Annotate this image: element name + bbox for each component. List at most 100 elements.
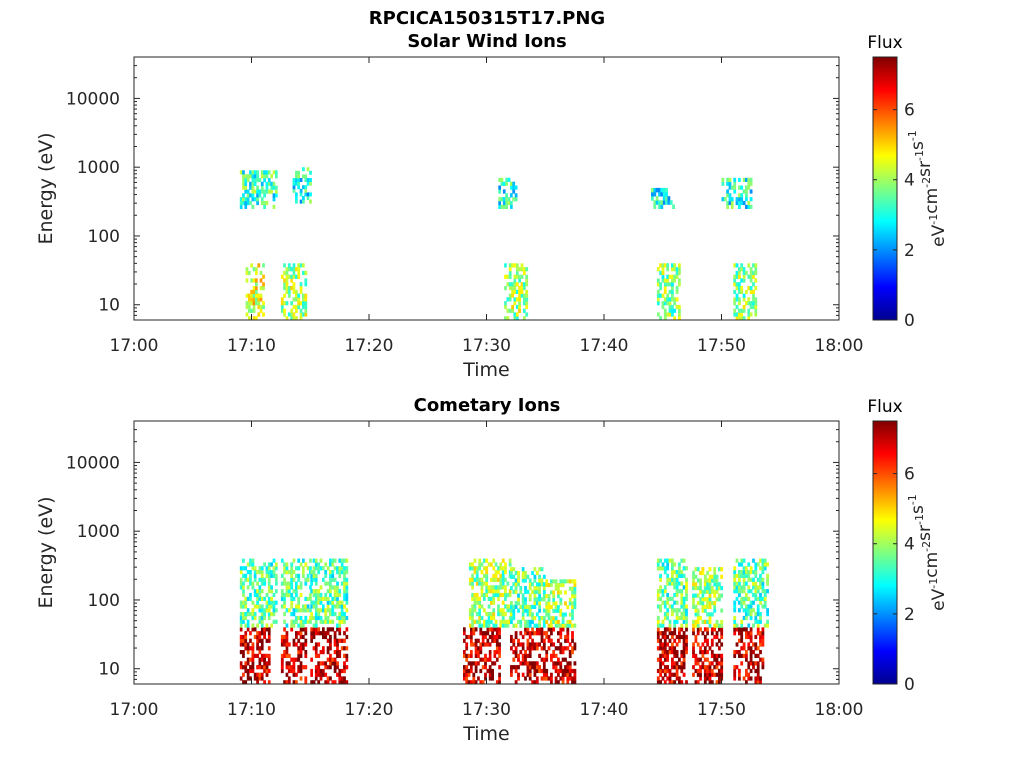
flux-cell [326, 665, 330, 670]
flux-cell [733, 301, 737, 306]
flux-cell [251, 562, 255, 567]
flux-cell [343, 596, 346, 601]
flux-cell [568, 601, 572, 606]
flux-cell [749, 600, 753, 605]
flux-cell [542, 672, 546, 677]
flux-cell [497, 577, 500, 582]
flux-cell [506, 619, 510, 624]
flux-cell [735, 316, 739, 320]
flux-cell [766, 581, 769, 586]
flux-cell [260, 631, 264, 636]
flux-cell [675, 581, 679, 586]
flux-cell [312, 623, 316, 628]
flux-cell [499, 585, 503, 590]
flux-cell [713, 601, 717, 606]
flux-cell [510, 601, 513, 606]
flux-cell [663, 615, 667, 621]
flux-cell [253, 570, 257, 575]
flux-cell [526, 653, 530, 658]
flux-cell [512, 589, 516, 594]
flux-cell [302, 167, 305, 172]
flux-cell [490, 589, 493, 594]
flux-cell [263, 189, 266, 194]
flux-cell [671, 650, 674, 655]
flux-cell [515, 263, 519, 268]
flux-cell [331, 661, 335, 666]
flux-cell [345, 596, 349, 601]
flux-cell [512, 181, 516, 186]
flux-cell [671, 570, 674, 575]
flux-cell [673, 274, 677, 279]
flux-cell [474, 642, 478, 647]
flux-cell [564, 590, 567, 595]
flux-cell [265, 185, 269, 190]
flux-cell [685, 612, 688, 617]
flux-cell [283, 282, 286, 287]
flux-cell [533, 586, 537, 591]
flux-cell [285, 680, 289, 684]
flux-cell [518, 293, 521, 298]
panel-2: 17:00 17:10 17:20 17:30 17:40 17:50 18:0010100… [35, 397, 949, 745]
flux-cell [718, 638, 721, 643]
flux-cell [661, 668, 665, 674]
flux-cell [545, 605, 549, 610]
flux-cell [331, 619, 335, 624]
x-tick-label: 18:00 [815, 336, 864, 356]
flux-cell [242, 619, 245, 624]
flux-cell [525, 304, 529, 310]
flux-cell [239, 612, 243, 617]
flux-cell [699, 589, 702, 594]
flux-cell [299, 301, 303, 306]
flux-cell [485, 585, 489, 590]
flux-cell [501, 558, 505, 563]
flux-cell [740, 185, 744, 190]
flux-cell [251, 193, 255, 198]
flux-cell [283, 642, 286, 647]
flux-cell [528, 619, 532, 624]
flux-cell [314, 668, 318, 674]
flux-cell [239, 585, 243, 590]
flux-cell [283, 570, 286, 575]
flux-cell [471, 581, 474, 586]
flux-cell [283, 627, 286, 632]
flux-cell [673, 661, 677, 666]
flux-cell [260, 566, 264, 571]
flux-cell [706, 604, 709, 609]
flux-cell [508, 263, 512, 268]
flux-cell [756, 653, 760, 658]
flux-cell [519, 631, 523, 636]
flux-cell [324, 619, 328, 624]
flux-cell [540, 638, 544, 643]
flux-cell [685, 619, 688, 624]
flux-cell [262, 312, 265, 317]
flux-cell [295, 293, 298, 298]
flux-cell [696, 672, 700, 677]
flux-cell [656, 646, 660, 651]
flux-cell [312, 573, 316, 578]
flux-cell [345, 577, 349, 582]
flux-cell [287, 653, 291, 658]
flux-cell [478, 615, 481, 621]
flux-cell [673, 570, 677, 575]
flux-cell [720, 668, 724, 674]
flux-cell [475, 596, 479, 601]
flux-cell [302, 634, 305, 640]
flux-cell [470, 668, 473, 674]
flux-cell [694, 653, 698, 658]
flux-cell [242, 581, 245, 586]
flux-cell [528, 650, 532, 655]
flux-cell [571, 646, 574, 651]
flux-cell [248, 270, 251, 276]
flux-cell [668, 558, 672, 563]
flux-cell [671, 680, 674, 684]
flux-cell [749, 289, 753, 294]
flux-cell [475, 619, 479, 624]
flux-cell [720, 619, 724, 624]
flux-cell [475, 573, 479, 578]
flux-cell [756, 619, 760, 624]
flux-cell [290, 592, 294, 598]
flux-cell [673, 653, 677, 658]
flux-cell [302, 665, 305, 670]
flux-cell [242, 170, 245, 175]
flux-cell [253, 589, 257, 594]
